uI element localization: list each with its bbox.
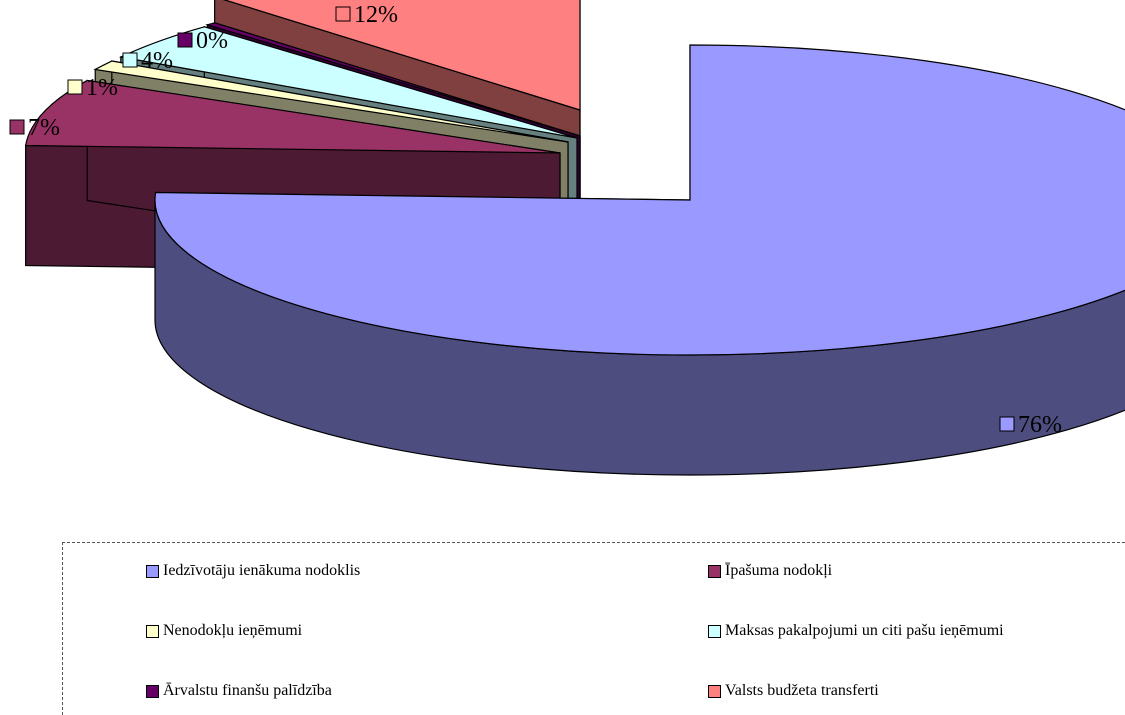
legend-label: Maksas pakalpojumi un citi pašu ieņēmumi (725, 622, 1004, 639)
legend-label: Ārvalstu finanšu palīdzība (163, 682, 332, 699)
legend-label: Valsts budžeta transferti (725, 682, 879, 699)
legend-item: Īpašuma nodokļi (708, 562, 832, 580)
legend-item: Ārvalstu finanšu palīdzība (146, 682, 332, 700)
legend-label: Iedzīvotāju ienākuma nodoklis (163, 562, 361, 579)
data-label-swatch (335, 6, 351, 22)
pie-slice (93, 60, 569, 143)
data-labels: 76% 7% 1% 4% 0% 12% (9, 2, 1062, 438)
legend-swatch (146, 684, 159, 698)
legend-swatch (708, 684, 721, 698)
data-label-swatch (122, 52, 138, 68)
data-label: 12% (354, 2, 398, 28)
pie-chart: 76% 7% 1% 4% 0% 12% (9, 0, 1125, 476)
legend-swatch (146, 564, 159, 578)
data-label-swatch (9, 119, 25, 135)
legend-label: Īpašuma nodokļi (725, 562, 833, 579)
data-label-swatch (177, 32, 193, 48)
pie-slice (154, 44, 1125, 356)
data-label: 1% (86, 75, 118, 101)
data-label: 4% (141, 48, 173, 74)
pie-tops (24, 0, 1125, 356)
legend-label: Nenodokļu ieņēmumi (163, 622, 303, 639)
pie-slice (118, 26, 578, 139)
legend-item: Iedzīvotāju ienākuma nodoklis (146, 562, 360, 580)
legend-swatch (708, 624, 721, 638)
pie-slice (223, 0, 581, 111)
pie-slice (205, 22, 581, 137)
legend-swatch (146, 624, 159, 638)
data-label: 7% (28, 115, 60, 141)
legend-swatch (708, 564, 721, 578)
data-label-swatch (67, 79, 83, 95)
data-label: 76% (1018, 412, 1062, 438)
data-label-swatch (999, 416, 1015, 432)
legend-item: Maksas pakalpojumi un citi pašu ieņēmumi (708, 622, 1004, 640)
legend-item: Valsts budžeta transferti (708, 682, 879, 700)
legend: Iedzīvotāju ienākuma nodoklis Īpašuma no… (62, 542, 1125, 715)
data-label: 0% (196, 28, 228, 54)
legend-item: Nenodokļu ieņēmumi (146, 622, 302, 640)
